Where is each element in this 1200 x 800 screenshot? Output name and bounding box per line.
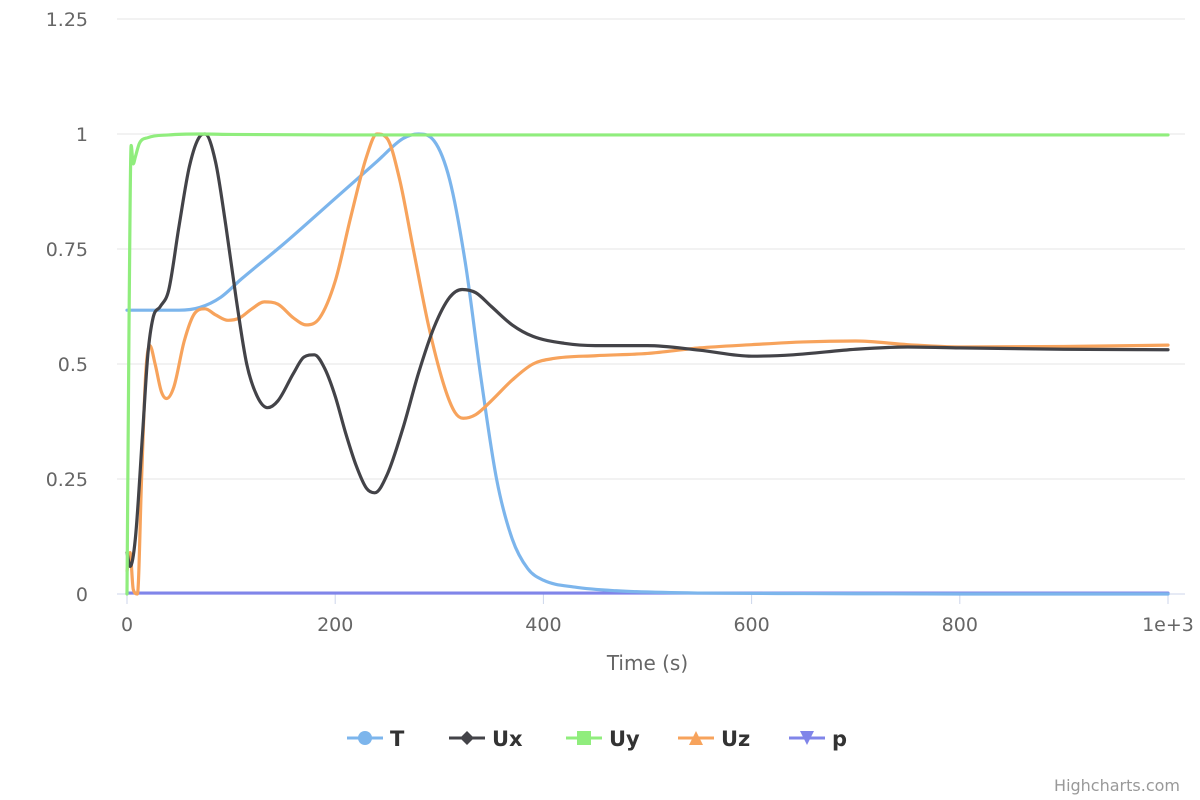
x-tick-label: 0 <box>121 614 133 636</box>
legend-label: Uz <box>721 727 750 751</box>
y-axis: 0 0.25 0.5 0.75 1 1.25 <box>46 9 88 606</box>
x-axis-title: Time (s) <box>606 651 688 675</box>
legend: T Ux Uy Uz p <box>347 727 847 751</box>
legend-label: Uy <box>609 727 640 751</box>
legend-label: T <box>390 727 405 751</box>
series-line-uz[interactable] <box>125 132 1170 596</box>
y-tick-label: 0.25 <box>46 469 88 491</box>
legend-item-t[interactable]: T <box>347 727 405 751</box>
y-tick-label: 1 <box>76 124 88 146</box>
series-line-t[interactable] <box>125 132 1170 596</box>
legend-item-uz[interactable]: Uz <box>678 727 750 751</box>
y-tick-label: 0.5 <box>58 354 88 376</box>
x-tick-label: 400 <box>525 614 561 636</box>
legend-item-uy[interactable]: Uy <box>566 727 640 751</box>
square-marker-icon <box>577 731 591 745</box>
legend-label: p <box>832 727 847 751</box>
legend-label: Ux <box>492 727 523 751</box>
y-tick-label: 0.75 <box>46 239 88 261</box>
series-line-ux[interactable] <box>125 132 1170 568</box>
y-tick-label: 0 <box>76 584 88 606</box>
triangle-down-marker-icon <box>800 731 814 745</box>
diamond-marker-icon <box>460 731 474 745</box>
triangle-marker-icon <box>689 731 703 745</box>
circle-marker-icon <box>358 731 372 745</box>
y-tick-label: 1.25 <box>46 9 88 31</box>
credits-link[interactable]: Highcharts.com <box>1054 776 1180 795</box>
x-tick-label: 1e+3 <box>1142 614 1194 636</box>
series-line-uy[interactable] <box>125 132 1170 596</box>
x-tick-label: 200 <box>317 614 353 636</box>
legend-item-p[interactable]: p <box>789 727 847 751</box>
x-tick-label: 600 <box>733 614 769 636</box>
legend-item-ux[interactable]: Ux <box>449 727 523 751</box>
x-tick-label: 800 <box>942 614 978 636</box>
series-group <box>125 132 1170 596</box>
